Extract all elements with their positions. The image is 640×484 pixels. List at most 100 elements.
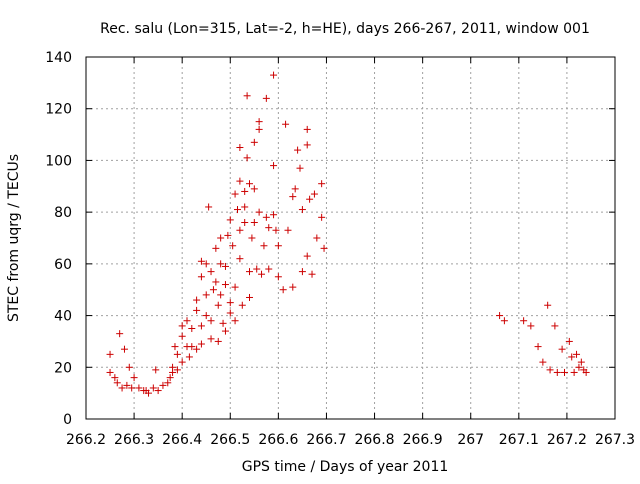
data-point <box>561 368 569 376</box>
data-point <box>236 144 244 151</box>
data-point <box>284 226 292 234</box>
data-point <box>303 252 311 260</box>
data-point <box>575 363 583 371</box>
data-point <box>255 118 263 126</box>
data-point <box>238 301 246 309</box>
data-point <box>116 330 124 338</box>
data-point <box>217 291 225 299</box>
data-point <box>202 312 210 320</box>
data-point <box>183 317 191 325</box>
grid <box>86 57 615 419</box>
data-point <box>241 187 249 195</box>
data-point <box>217 260 225 268</box>
data-point <box>534 343 542 351</box>
data-point <box>226 216 234 224</box>
data-point <box>289 193 297 201</box>
data-point <box>294 146 302 154</box>
data-point <box>544 301 552 309</box>
data-point <box>260 242 268 250</box>
data-point <box>274 242 282 250</box>
data-point <box>171 343 179 351</box>
data-point <box>197 322 205 330</box>
data-point <box>178 332 186 340</box>
y-tick-label: 80 <box>54 205 72 221</box>
data-point <box>310 190 318 198</box>
data-point <box>233 206 241 214</box>
data-point <box>106 368 114 376</box>
axis-ticks: 266.2 266.3 266.4 266.5 266.6 266.7 266.8 266.9… <box>45 50 635 448</box>
x-tick-label: 267 <box>457 432 484 448</box>
data-point <box>255 125 263 133</box>
data-point <box>219 319 227 327</box>
y-tick-label: 20 <box>54 360 72 376</box>
data-point <box>106 350 114 358</box>
data-point <box>258 270 266 278</box>
data-point <box>246 293 254 301</box>
data-point <box>159 381 167 389</box>
data-point <box>236 177 244 185</box>
data-point <box>154 387 162 395</box>
data-point <box>262 213 270 221</box>
data-point <box>125 363 133 371</box>
data-point <box>573 350 581 358</box>
y-tick-label: 60 <box>54 257 72 273</box>
data-point <box>221 281 229 289</box>
data-point <box>111 374 119 382</box>
data-point <box>265 224 273 232</box>
y-tick-label: 0 <box>63 412 72 428</box>
x-tick-label: 266.4 <box>162 432 202 448</box>
data-point <box>193 296 201 304</box>
data-point <box>226 299 234 307</box>
data-point <box>565 337 573 345</box>
data-point <box>118 384 126 392</box>
data-point <box>178 358 186 366</box>
x-tick-label: 266.2 <box>66 432 106 448</box>
data-point <box>128 384 136 392</box>
data-point <box>255 208 263 216</box>
data-point <box>248 234 256 242</box>
y-tick-label: 100 <box>45 153 72 169</box>
data-point <box>303 141 311 149</box>
data-point <box>113 379 121 387</box>
data-point <box>318 180 326 188</box>
data-point <box>520 317 528 325</box>
data-point <box>193 306 201 314</box>
data-point <box>289 283 297 291</box>
data-point <box>553 368 561 376</box>
data-point <box>221 327 229 335</box>
data-point <box>243 92 251 100</box>
data-point <box>217 234 225 242</box>
data-point <box>250 138 258 146</box>
data-point <box>298 206 306 214</box>
data-point <box>241 218 249 226</box>
data-point <box>570 368 578 376</box>
x-tick-label: 266.5 <box>210 432 250 448</box>
data-point <box>539 358 547 366</box>
data-point <box>313 234 321 242</box>
data-point <box>202 260 210 268</box>
x-tick-label: 267.3 <box>595 432 635 448</box>
data-point <box>298 268 306 276</box>
data-point <box>568 353 576 361</box>
data-point <box>231 283 239 291</box>
x-tick-label: 266.3 <box>114 432 154 448</box>
data-point <box>130 374 138 382</box>
x-tick-label: 267.1 <box>499 432 539 448</box>
data-point <box>582 368 590 376</box>
data-point <box>221 262 229 270</box>
data-point <box>152 366 160 374</box>
data-point <box>169 368 177 376</box>
data-point <box>270 211 278 219</box>
data-point <box>173 350 181 358</box>
data-point <box>558 345 566 353</box>
data-point <box>207 317 215 325</box>
data-point <box>212 278 220 286</box>
data-point <box>577 358 585 366</box>
data-point <box>270 71 278 79</box>
x-tick-label: 266.7 <box>306 432 346 448</box>
data-point <box>197 340 205 348</box>
data-point <box>241 203 249 211</box>
data-point <box>236 226 244 234</box>
chart-title: Rec. salu (Lon=315, Lat=-2, h=HE), days … <box>100 21 590 37</box>
data-point <box>320 244 328 252</box>
